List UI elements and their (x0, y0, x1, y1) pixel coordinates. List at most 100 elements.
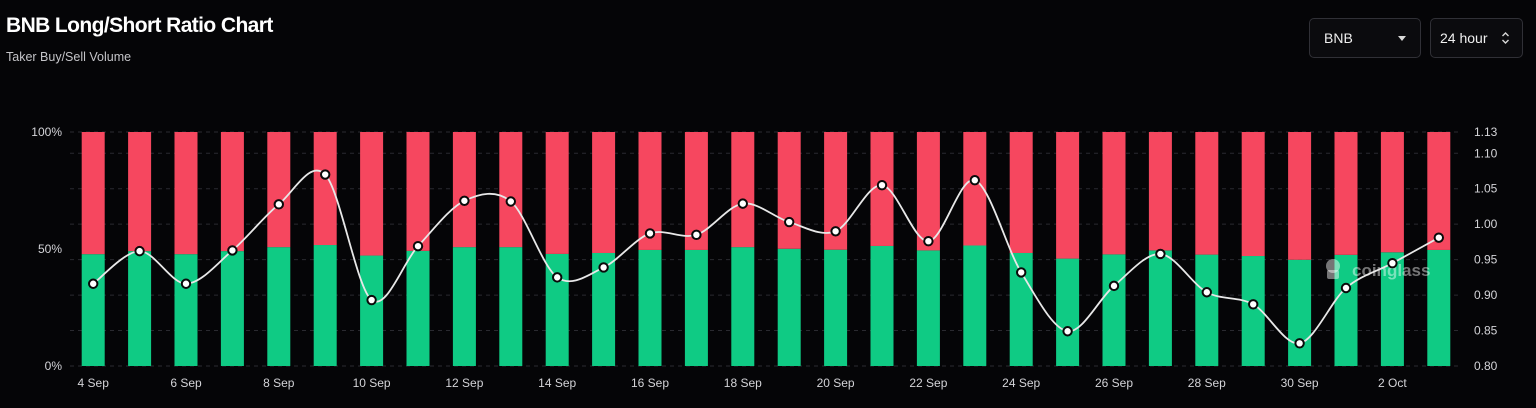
long-bar (499, 247, 523, 366)
short-bar (220, 132, 244, 252)
long-bar (824, 249, 848, 366)
right-axis-tick-label: 1.05 (1474, 182, 1498, 196)
ratio-point (737, 198, 748, 209)
long-bar (777, 248, 801, 366)
right-axis-tick-label: 0.85 (1474, 324, 1498, 338)
right-axis-tick-label: 0.95 (1474, 253, 1498, 267)
short-bar (452, 132, 476, 248)
ratio-point (459, 195, 470, 206)
ratio-point (691, 229, 702, 241)
short-bar (1288, 132, 1312, 260)
ratio-point (1201, 287, 1213, 298)
ratio-line-series (88, 169, 1445, 349)
x-axis-tick-label: 22 Sep (909, 376, 947, 390)
ratio-point (1155, 248, 1166, 260)
ratio-point (1062, 326, 1073, 337)
short-bar (360, 132, 384, 256)
ratio-point (876, 179, 888, 191)
long-bar (1380, 252, 1404, 366)
right-axis-tick-label: 0.90 (1474, 288, 1498, 302)
short-bar (1195, 132, 1219, 255)
short-bar (1009, 132, 1033, 253)
long-bar (406, 250, 430, 366)
ratio-point (320, 169, 331, 180)
watermark-text: coinglass (1352, 261, 1430, 280)
long-bar (1241, 256, 1265, 366)
left-axis: 0% 50% 100% (31, 125, 62, 373)
x-axis-tick-label: 14 Sep (538, 376, 576, 390)
long-bar (963, 245, 987, 366)
short-bar (1056, 132, 1080, 259)
short-bar (963, 132, 987, 246)
ratio-point (830, 226, 841, 237)
watermark: coinglass (1326, 259, 1430, 280)
chevron-down-icon (1398, 35, 1406, 41)
short-bar (638, 132, 662, 250)
ratio-point (1016, 267, 1027, 278)
left-axis-tick-label: 50% (38, 242, 62, 256)
long-bar (313, 245, 337, 366)
x-axis-tick-label: 12 Sep (445, 376, 483, 390)
short-bar (1102, 132, 1126, 255)
long-bar (174, 254, 198, 366)
ratio-point (505, 196, 516, 207)
short-bar (406, 132, 430, 251)
short-bar (174, 132, 198, 255)
up-down-chevron-icon (1502, 32, 1509, 44)
short-bar (81, 132, 105, 255)
ratio-point (784, 216, 795, 228)
right-axis-tick-label: 1.10 (1474, 146, 1498, 160)
long-bar (452, 247, 476, 366)
short-bar (267, 132, 291, 248)
ratio-point (180, 278, 192, 289)
x-axis-tick-label: 16 Sep (631, 376, 669, 390)
short-bar (824, 132, 848, 250)
short-bar (592, 132, 616, 253)
short-bar (545, 132, 569, 254)
ratio-point (644, 228, 656, 239)
left-axis-tick-label: 0% (45, 359, 63, 373)
ratio-point (969, 175, 980, 186)
ratio-point (273, 199, 284, 210)
short-bar (1427, 132, 1451, 250)
long-bar (81, 254, 105, 366)
long-bar (870, 245, 894, 366)
ratio-point (1248, 299, 1259, 310)
ratio-point (366, 294, 377, 306)
right-axis-tick-label: 1.00 (1474, 217, 1498, 231)
long-bar (684, 249, 708, 366)
short-bar (128, 132, 152, 252)
long-bar (1102, 254, 1126, 366)
long-bar (1148, 250, 1172, 366)
x-axis-tick-label: 30 Sep (1281, 376, 1319, 390)
short-bar (1380, 132, 1404, 253)
long-bar (128, 251, 152, 366)
chart-title: BNB Long/Short Ratio Chart (6, 14, 273, 37)
short-bar (1148, 132, 1172, 251)
time-range-select[interactable]: 24 hour (1430, 18, 1523, 58)
short-bar (1334, 132, 1358, 255)
short-bar (777, 132, 801, 249)
x-axis-tick-label: 28 Sep (1188, 376, 1226, 390)
long-bar (1427, 249, 1451, 366)
long-bar (638, 249, 662, 366)
ratio-point (1387, 257, 1398, 269)
long-bar (731, 247, 755, 366)
ratio-point (88, 278, 99, 289)
long-bar (220, 251, 244, 366)
x-axis-tick-label: 18 Sep (724, 376, 762, 390)
ratio-point (598, 262, 609, 273)
right-axis: 0.80 0.85 0.90 0.95 1.00 1.05 1.10 1.13 (1474, 125, 1498, 373)
long-bar (916, 250, 940, 366)
coin-select[interactable]: BNB (1309, 18, 1421, 58)
ratio-point (1433, 232, 1445, 243)
long-bar (1056, 258, 1080, 366)
short-bar (499, 132, 523, 248)
x-axis-tick-label: 4 Sep (78, 376, 110, 390)
left-axis-tick-label: 100% (31, 125, 62, 139)
ratio-point (1340, 282, 1352, 294)
x-axis-tick-label: 8 Sep (263, 376, 295, 390)
short-bar (916, 132, 940, 251)
ratio-point (227, 245, 238, 256)
ratio-point (1108, 280, 1120, 292)
